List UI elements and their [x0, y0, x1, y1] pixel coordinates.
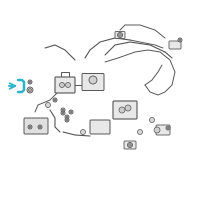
Circle shape: [29, 88, 32, 92]
Circle shape: [154, 127, 160, 133]
Circle shape: [65, 115, 69, 119]
Circle shape: [38, 125, 42, 129]
Circle shape: [46, 102, 50, 108]
Circle shape: [166, 126, 170, 130]
Circle shape: [70, 111, 72, 113]
Circle shape: [29, 81, 31, 83]
Circle shape: [138, 130, 142, 134]
Circle shape: [28, 80, 32, 84]
Circle shape: [65, 118, 69, 122]
Circle shape: [125, 105, 131, 111]
Circle shape: [66, 82, 70, 88]
FancyBboxPatch shape: [115, 31, 125, 38]
FancyBboxPatch shape: [124, 141, 136, 149]
FancyBboxPatch shape: [55, 77, 75, 93]
Circle shape: [167, 127, 169, 129]
FancyBboxPatch shape: [113, 101, 137, 119]
Circle shape: [60, 82, 64, 88]
Circle shape: [128, 142, 132, 148]
Circle shape: [179, 39, 181, 41]
Circle shape: [178, 38, 182, 42]
Circle shape: [62, 109, 64, 111]
Circle shape: [29, 126, 31, 128]
Circle shape: [27, 87, 33, 93]
Circle shape: [119, 34, 121, 36]
FancyBboxPatch shape: [169, 41, 181, 49]
Circle shape: [119, 107, 125, 113]
Circle shape: [150, 117, 154, 122]
Circle shape: [39, 126, 41, 128]
Circle shape: [61, 111, 65, 115]
FancyBboxPatch shape: [24, 118, 48, 134]
Circle shape: [66, 116, 68, 118]
Circle shape: [89, 76, 97, 84]
Circle shape: [129, 144, 131, 146]
Circle shape: [69, 110, 73, 114]
Circle shape: [80, 130, 86, 134]
Circle shape: [118, 32, 122, 38]
FancyBboxPatch shape: [82, 73, 104, 90]
FancyBboxPatch shape: [90, 120, 110, 134]
Circle shape: [28, 125, 32, 129]
Circle shape: [53, 98, 57, 102]
Circle shape: [66, 119, 68, 121]
Circle shape: [62, 112, 64, 114]
FancyBboxPatch shape: [156, 125, 170, 135]
Circle shape: [54, 99, 56, 101]
Circle shape: [61, 108, 65, 112]
